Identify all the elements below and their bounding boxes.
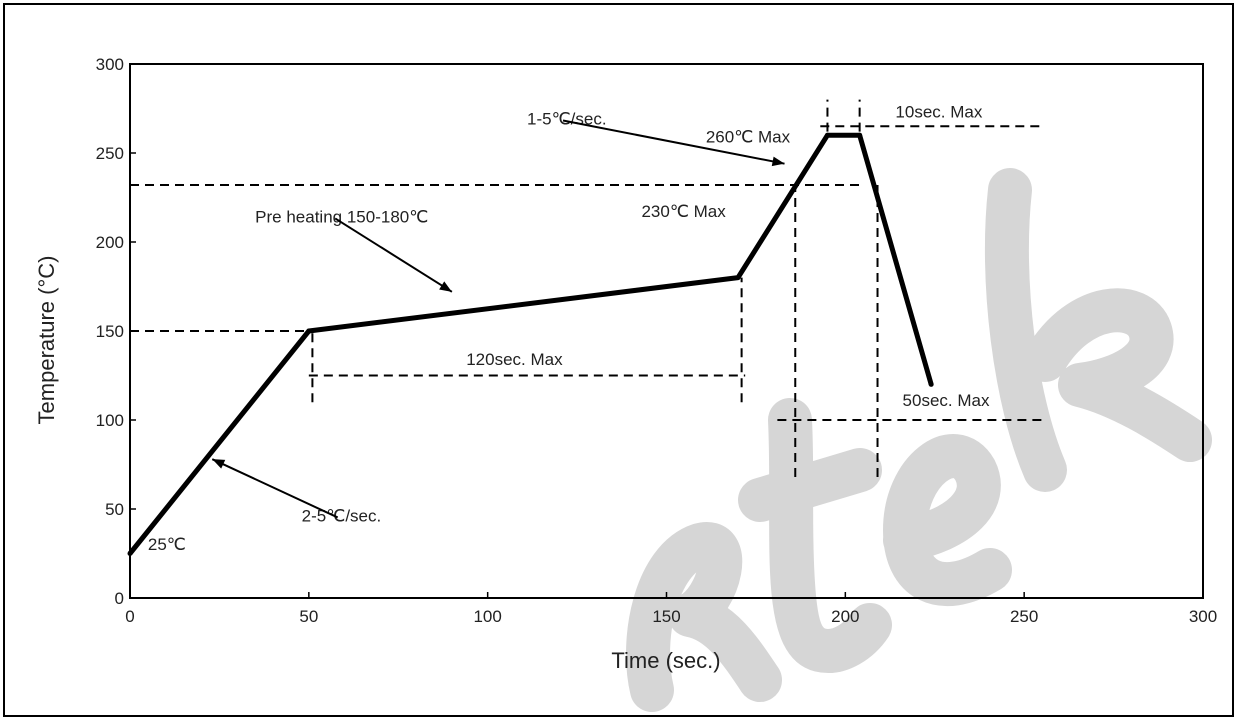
annotation-label: Pre heating 150-180℃ [255,207,428,226]
annotation-arrow-line [562,119,785,165]
annotation-arrowhead [212,459,226,469]
profile-point [928,381,934,387]
watermark-letter-k2 [984,168,1212,492]
watermark-letter-t [738,398,892,673]
x-tick-label: 150 [652,607,680,626]
annotation-label: 260℃ Max [706,127,791,146]
y-tick-label: 0 [115,589,124,608]
y-tick-label: 150 [96,322,124,341]
annotation-label: 50sec. Max [903,391,990,410]
annotation-arrowhead [439,281,452,292]
x-axis-title: Time (sec.) [611,648,720,673]
profile-point [824,132,830,138]
annotation-label: 10sec. Max [895,102,982,121]
y-tick-label: 250 [96,144,124,163]
x-tick-label: 0 [125,607,134,626]
annotation-label: 1-5℃/sec. [527,110,607,129]
y-tick-label: 200 [96,233,124,252]
profile-point [306,328,312,334]
annotation-arrowhead [771,156,785,167]
x-tick-label: 300 [1189,607,1217,626]
y-tick-label: 100 [96,411,124,430]
watermark-logo [626,168,1212,712]
y-axis-title: Temperature (°C) [34,256,59,425]
x-tick-label: 200 [831,607,859,626]
profile-point [857,132,863,138]
watermark-letter-e [883,434,1012,607]
annotation-label: 25℃ [148,535,186,554]
annotation-label: 230℃ Max [641,202,726,221]
annotations-layer: 25℃ 2-5℃/sec. Pre heating 150-180℃ 120sec. … [148,102,990,554]
x-tick-label: 50 [299,607,318,626]
annotation-label: 2-5℃/sec. [302,506,382,525]
profile-point [127,551,133,556]
x-tick-label: 250 [1010,607,1038,626]
y-tick-label: 50 [105,500,124,519]
watermark-letter-k [626,522,782,712]
annotation-arrow-line [334,217,453,293]
annotation-arrow-line [211,458,339,519]
reference-lines [130,99,1043,477]
axis-ticks: 0 50 100 150 200 250 300 0 50 100 150 200 250 300 [96,55,1218,626]
annotation-label: 120sec. Max [466,350,563,369]
x-tick-label: 100 [473,607,501,626]
profile-series-line [128,132,934,556]
y-tick-label: 300 [96,55,124,74]
series-layer [127,132,934,556]
profile-point [735,275,741,281]
